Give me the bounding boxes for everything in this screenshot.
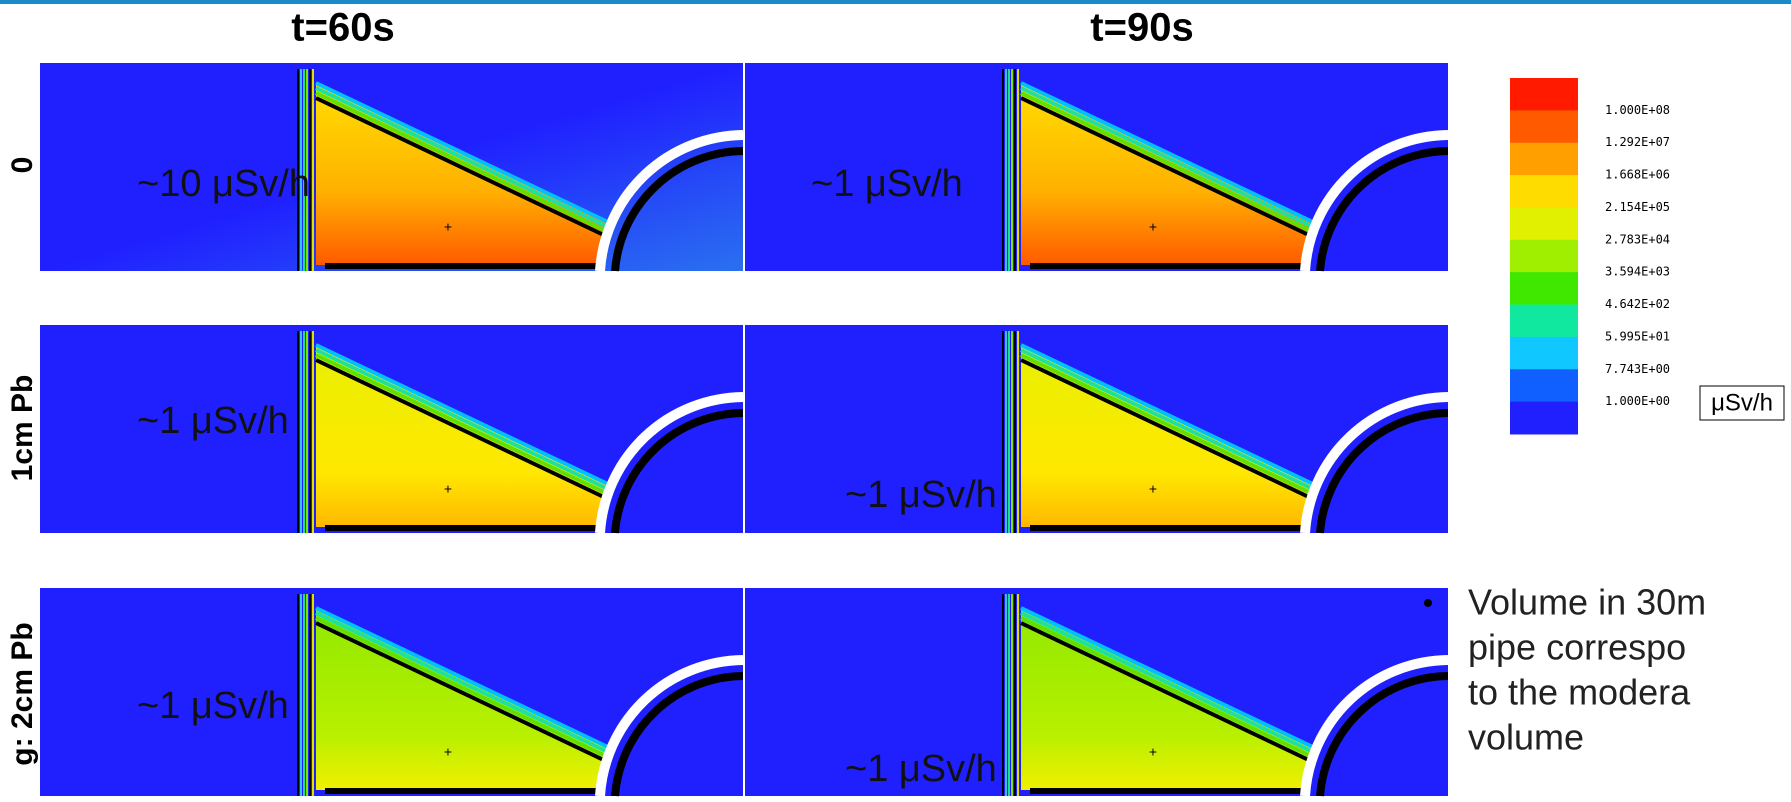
colorbar-swatch	[1510, 240, 1578, 273]
bullet-text: volume	[1468, 717, 1584, 758]
column-header: t=90s	[1090, 6, 1193, 50]
simulation-panel: + ~1 μSv/h	[745, 63, 1448, 271]
colorbar-label: 2.154E+05	[1605, 200, 1670, 214]
base	[1030, 525, 1310, 531]
dose-annotation: ~1 μSv/h	[137, 685, 289, 727]
row-label: 0	[6, 157, 39, 174]
base	[325, 525, 605, 531]
column-header: t=60s	[291, 6, 394, 50]
colorbar-label: 1.000E+00	[1605, 394, 1670, 408]
bullet-text: Volume in 30m	[1468, 582, 1706, 623]
colorbar-swatch	[1510, 369, 1578, 402]
colorbar-swatch	[1510, 110, 1578, 143]
colorbar-label: 5.995E+01	[1605, 329, 1670, 343]
dose-annotation: ~1 μSv/h	[845, 474, 997, 516]
plus: +	[1149, 219, 1157, 235]
dose-annotation: ~1 μSv/h	[811, 163, 963, 205]
plus: +	[1149, 481, 1157, 497]
colorbar: 1.000E+08 1.292E+07 1.668E+06 2.154E+05 2.78…	[1510, 78, 1784, 435]
simulation-panel: + ~1 μSv/h	[745, 325, 1448, 533]
colorbar-label: 2.783E+04	[1605, 232, 1670, 246]
slide: t=60s t=90s 0 1cm Pb g: 2cm Pb + ~10 μSv/…	[0, 0, 1791, 802]
colorbar-label: 7.743E+00	[1605, 362, 1670, 376]
colorbar-swatch	[1510, 305, 1578, 338]
dose-annotation: ~1 μSv/h	[845, 748, 997, 790]
plus: +	[444, 481, 452, 497]
colorbar-swatch	[1510, 402, 1578, 435]
dose-annotation: ~10 μSv/h	[137, 163, 310, 205]
colorbar-swatch	[1510, 337, 1578, 370]
top-bar	[0, 0, 1791, 4]
simulation-panel: + ~1 μSv/h	[40, 325, 743, 533]
base	[1030, 263, 1310, 269]
unit-label: μSv/h	[1711, 389, 1773, 416]
colorbar-label: 1.292E+07	[1605, 135, 1670, 149]
colorbar-swatch	[1510, 272, 1578, 305]
colorbar-label: 1.000E+08	[1605, 103, 1670, 117]
colorbar-label: 4.642E+02	[1605, 297, 1670, 311]
colorbar-label: 3.594E+03	[1605, 265, 1670, 279]
row-label: g: 2cm Pb	[6, 622, 39, 765]
colorbar-label: 1.668E+06	[1605, 168, 1670, 182]
colorbar-swatch	[1510, 78, 1578, 111]
colorbar-swatch	[1510, 207, 1578, 240]
colorbar-swatch	[1510, 175, 1578, 208]
plus: +	[444, 744, 452, 760]
base	[325, 263, 605, 269]
panels: + ~10 μSv/h + ~1 μSv/h + ~1 μSv/h + ~1 μSv/h + ~1…	[40, 63, 1448, 796]
row-label: 1cm Pb	[6, 375, 39, 482]
colorbar-swatch	[1510, 143, 1578, 176]
plus: +	[444, 219, 452, 235]
base	[1030, 788, 1310, 794]
simulation-panel: + ~10 μSv/h	[40, 63, 743, 271]
simulation-panel: + ~1 μSv/h	[40, 588, 743, 796]
dose-annotation: ~1 μSv/h	[137, 400, 289, 442]
bullet-dot: •	[1423, 587, 1434, 620]
plus: +	[1149, 744, 1157, 760]
bullet-text: to the modera	[1468, 672, 1691, 713]
base	[325, 788, 605, 794]
simulation-panel: + ~1 μSv/h	[745, 588, 1448, 796]
bullet-text: pipe correspo	[1468, 627, 1686, 668]
